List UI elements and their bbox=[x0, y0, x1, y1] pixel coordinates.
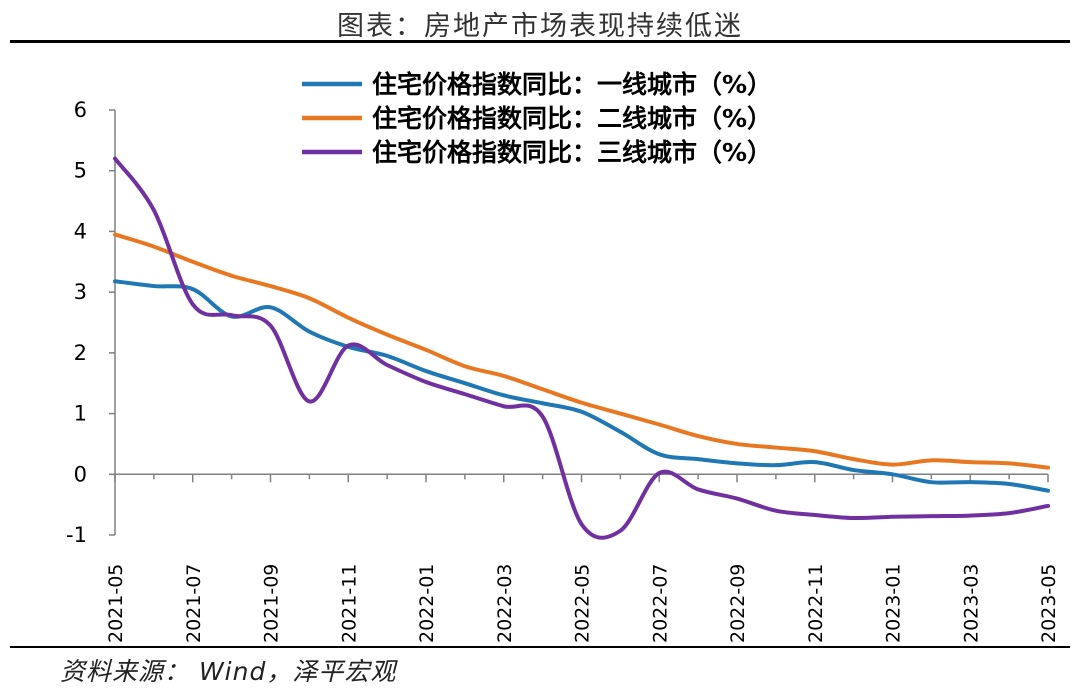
chart-series bbox=[113, 156, 1050, 540]
x-tick-label: 2023-03 bbox=[960, 564, 982, 643]
x-tick-label: 2022-11 bbox=[805, 564, 827, 643]
y-tick-label: 3 bbox=[74, 280, 87, 304]
y-tick-label: 5 bbox=[74, 159, 87, 183]
x-tick-label: 2021-11 bbox=[338, 564, 360, 643]
series-line-1 bbox=[113, 279, 1050, 493]
y-tick-label: 0 bbox=[74, 462, 87, 486]
source-divider bbox=[10, 646, 1070, 648]
x-tick-label: 2022-01 bbox=[416, 564, 438, 643]
series-line-2 bbox=[113, 232, 1050, 470]
x-tick-label: 2023-01 bbox=[883, 564, 905, 643]
x-tick-label: 2023-05 bbox=[1038, 564, 1060, 643]
x-tick-label: 2022-09 bbox=[727, 564, 749, 643]
title-divider bbox=[10, 40, 1070, 43]
x-tick-label: 2022-03 bbox=[494, 564, 516, 643]
x-tick-label: 2021-09 bbox=[261, 564, 283, 643]
legend-label-2: 住宅价格指数同比：二线城市（%） bbox=[372, 104, 772, 133]
chart-title: 图表：房地产市场表现持续低迷 bbox=[337, 11, 743, 42]
y-tick-label: -1 bbox=[66, 523, 87, 547]
chart-axes: 6 5 4 3 2 1 0 -1 2021-05 2021-07 2021-09 2021-11 202… bbox=[66, 98, 1060, 643]
y-tick-label: 6 bbox=[74, 98, 87, 122]
x-tick-label: 2021-05 bbox=[105, 564, 127, 643]
y-tick-label: 4 bbox=[74, 219, 87, 243]
chart-legend: 住宅价格指数同比：一线城市（%） 住宅价格指数同比：二线城市（%） 住宅价格指数同比… bbox=[302, 70, 772, 167]
source-note: 资料来源： Wind，泽平宏观 bbox=[60, 657, 397, 686]
x-tick-label: 2021-07 bbox=[183, 564, 205, 643]
legend-label-3: 住宅价格指数同比：三线城市（%） bbox=[372, 138, 772, 167]
series-line-3 bbox=[113, 156, 1050, 540]
x-tick-label: 2022-07 bbox=[649, 564, 671, 643]
y-tick-label: 1 bbox=[74, 402, 87, 426]
x-tick-label: 2022-05 bbox=[572, 564, 594, 643]
legend-label-1: 住宅价格指数同比：一线城市（%） bbox=[372, 70, 772, 99]
y-tick-label: 2 bbox=[74, 341, 87, 365]
